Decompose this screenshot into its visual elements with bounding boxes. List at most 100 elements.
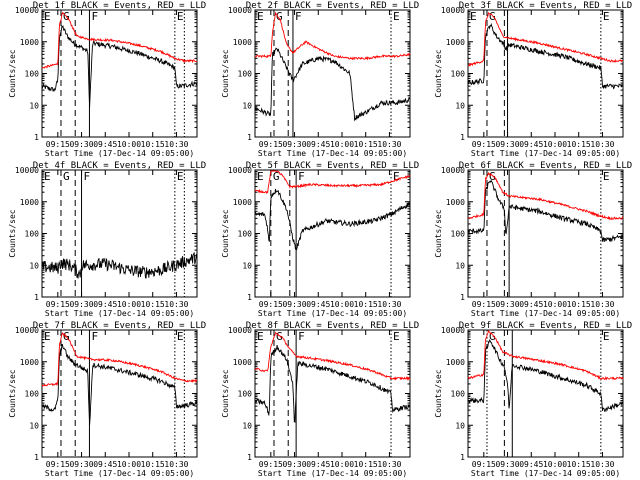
x-tick-label: 10:15 xyxy=(354,460,378,469)
detector-panel: Det 9f BLACK = Events, RED = LLD 1 10 100 10… xyxy=(434,321,632,478)
events-series-line xyxy=(467,339,624,413)
lld-series-line xyxy=(254,170,411,195)
x-tick-label: 10:30 xyxy=(590,300,614,309)
y-tick-label: 1 xyxy=(34,133,39,142)
plot-frame xyxy=(467,169,624,298)
lld-series-line xyxy=(41,332,198,387)
x-tick-label: 10:30 xyxy=(164,300,188,309)
y-tick-label: 10000 xyxy=(441,166,465,175)
region-label: E xyxy=(603,170,610,183)
x-tick-label: 09:15 xyxy=(259,300,283,309)
y-tick-label: 10 xyxy=(29,421,39,430)
panel-title: Det 3f BLACK = Events, RED = LLD xyxy=(459,1,632,11)
y-tick-label: 10000 xyxy=(228,326,252,335)
detector-panel: Det 1f BLACK = Events, RED = LLD 1 10 100 10… xyxy=(8,1,206,158)
x-tick-label: 09:15 xyxy=(259,460,283,469)
x-tick-label: 10:15 xyxy=(354,140,378,149)
x-tick-label: 10:30 xyxy=(590,140,614,149)
detector-panel: Det 6f BLACK = Events, RED = LLD 1 10 100 10… xyxy=(434,161,632,318)
y-tick-label: 1000 xyxy=(233,358,252,367)
detector-panel: Det 3f BLACK = Events, RED = LLD 1 10 100 10… xyxy=(434,1,632,158)
detector-panel: Det 4f BLACK = Events, RED = LLD 1 10 100 10… xyxy=(8,161,206,318)
region-label: E xyxy=(393,10,400,23)
x-tick-label: 09:15 xyxy=(472,300,496,309)
x-tick-label: 09:30 xyxy=(69,460,93,469)
events-series-line xyxy=(254,47,411,122)
y-tick-label: 100 xyxy=(238,390,253,399)
y-tick-label: 100 xyxy=(451,390,466,399)
y-axis-label: Counts/sec xyxy=(221,369,230,417)
y-tick-label: 10000 xyxy=(228,6,252,15)
x-tick-label: 09:15 xyxy=(472,460,496,469)
x-tick-label: 10:15 xyxy=(141,140,165,149)
y-tick-label: 10 xyxy=(29,261,39,270)
y-tick-label: 100 xyxy=(238,230,253,239)
x-tick-label: 09:45 xyxy=(306,460,330,469)
region-label: F xyxy=(295,10,302,23)
events-series-line xyxy=(41,344,198,425)
plot-frame xyxy=(467,9,624,138)
plot-frame xyxy=(254,9,411,138)
panel-title: Det 9f BLACK = Events, RED = LLD xyxy=(459,321,632,331)
x-tick-label: 09:45 xyxy=(306,140,330,149)
events-series-line xyxy=(255,188,411,252)
x-tick-label: 10:00 xyxy=(117,140,141,149)
y-tick-label: 100 xyxy=(451,70,466,79)
panel-title: Det 4f BLACK = Events, RED = LLD xyxy=(33,161,206,171)
x-tick-label: 09:15 xyxy=(46,140,70,149)
region-label: F xyxy=(84,170,91,183)
x-tick-label: 10:00 xyxy=(543,140,567,149)
x-tick-label: 09:30 xyxy=(495,300,519,309)
y-tick-label: 10000 xyxy=(228,166,252,175)
x-tick-label: 10:30 xyxy=(164,460,188,469)
y-tick-label: 10 xyxy=(455,261,465,270)
region-label: E xyxy=(44,10,51,23)
y-axis-label: Counts/sec xyxy=(8,369,17,417)
x-tick-label: 09:30 xyxy=(69,140,93,149)
y-axis-label: Counts/sec xyxy=(221,209,230,257)
x-tick-label: 10:15 xyxy=(567,300,591,309)
x-tick-label: 10:00 xyxy=(330,300,354,309)
region-label: F xyxy=(91,330,98,343)
x-tick-label: 10:15 xyxy=(354,300,378,309)
y-tick-label: 100 xyxy=(25,230,40,239)
region-label: E xyxy=(257,330,264,343)
region-label: E xyxy=(44,170,51,183)
y-tick-label: 100 xyxy=(25,70,40,79)
x-tick-label: 10:15 xyxy=(567,140,591,149)
x-axis-label: Start Time (17-Dec-14 09:05:00) xyxy=(45,149,194,158)
y-tick-label: 1000 xyxy=(20,198,39,207)
x-tick-label: 09:45 xyxy=(519,460,543,469)
y-tick-label: 1 xyxy=(460,453,465,462)
x-tick-label: 09:15 xyxy=(259,140,283,149)
lld-series-line xyxy=(467,329,624,381)
detector-panel: Det 2f BLACK = Events, RED = LLD 1 10 100 10… xyxy=(221,1,419,158)
region-label: E xyxy=(603,10,610,23)
x-tick-label: 10:30 xyxy=(377,460,401,469)
y-tick-label: 10 xyxy=(242,101,252,110)
region-label: G xyxy=(276,10,283,23)
y-tick-label: 1 xyxy=(460,293,465,302)
region-label: E xyxy=(603,330,610,343)
x-axis-label: Start Time (17-Dec-14 09:05:00) xyxy=(45,309,194,318)
events-series-line xyxy=(254,345,411,423)
y-tick-label: 10000 xyxy=(441,6,465,15)
x-tick-label: 09:30 xyxy=(69,300,93,309)
events-series-line xyxy=(467,22,624,90)
y-axis-label: Counts/sec xyxy=(8,209,17,257)
panel-title: Det 5f BLACK = Events, RED = LLD xyxy=(246,161,419,171)
y-tick-label: 1000 xyxy=(446,198,465,207)
x-tick-label: 09:30 xyxy=(495,460,519,469)
x-tick-label: 10:30 xyxy=(377,140,401,149)
x-tick-label: 09:45 xyxy=(93,300,117,309)
panel-title: Det 2f BLACK = Events, RED = LLD xyxy=(246,1,419,11)
region-label: E xyxy=(177,330,184,343)
x-tick-label: 09:45 xyxy=(93,140,117,149)
y-axis-label: Counts/sec xyxy=(8,49,17,97)
panel-title: Det 8f BLACK = Events, RED = LLD xyxy=(246,321,419,331)
x-axis-label: Start Time (17-Dec-14 09:05:00) xyxy=(45,469,194,478)
y-axis-label: Counts/sec xyxy=(221,49,230,97)
x-tick-label: 10:30 xyxy=(377,300,401,309)
region-label: E xyxy=(177,10,184,23)
